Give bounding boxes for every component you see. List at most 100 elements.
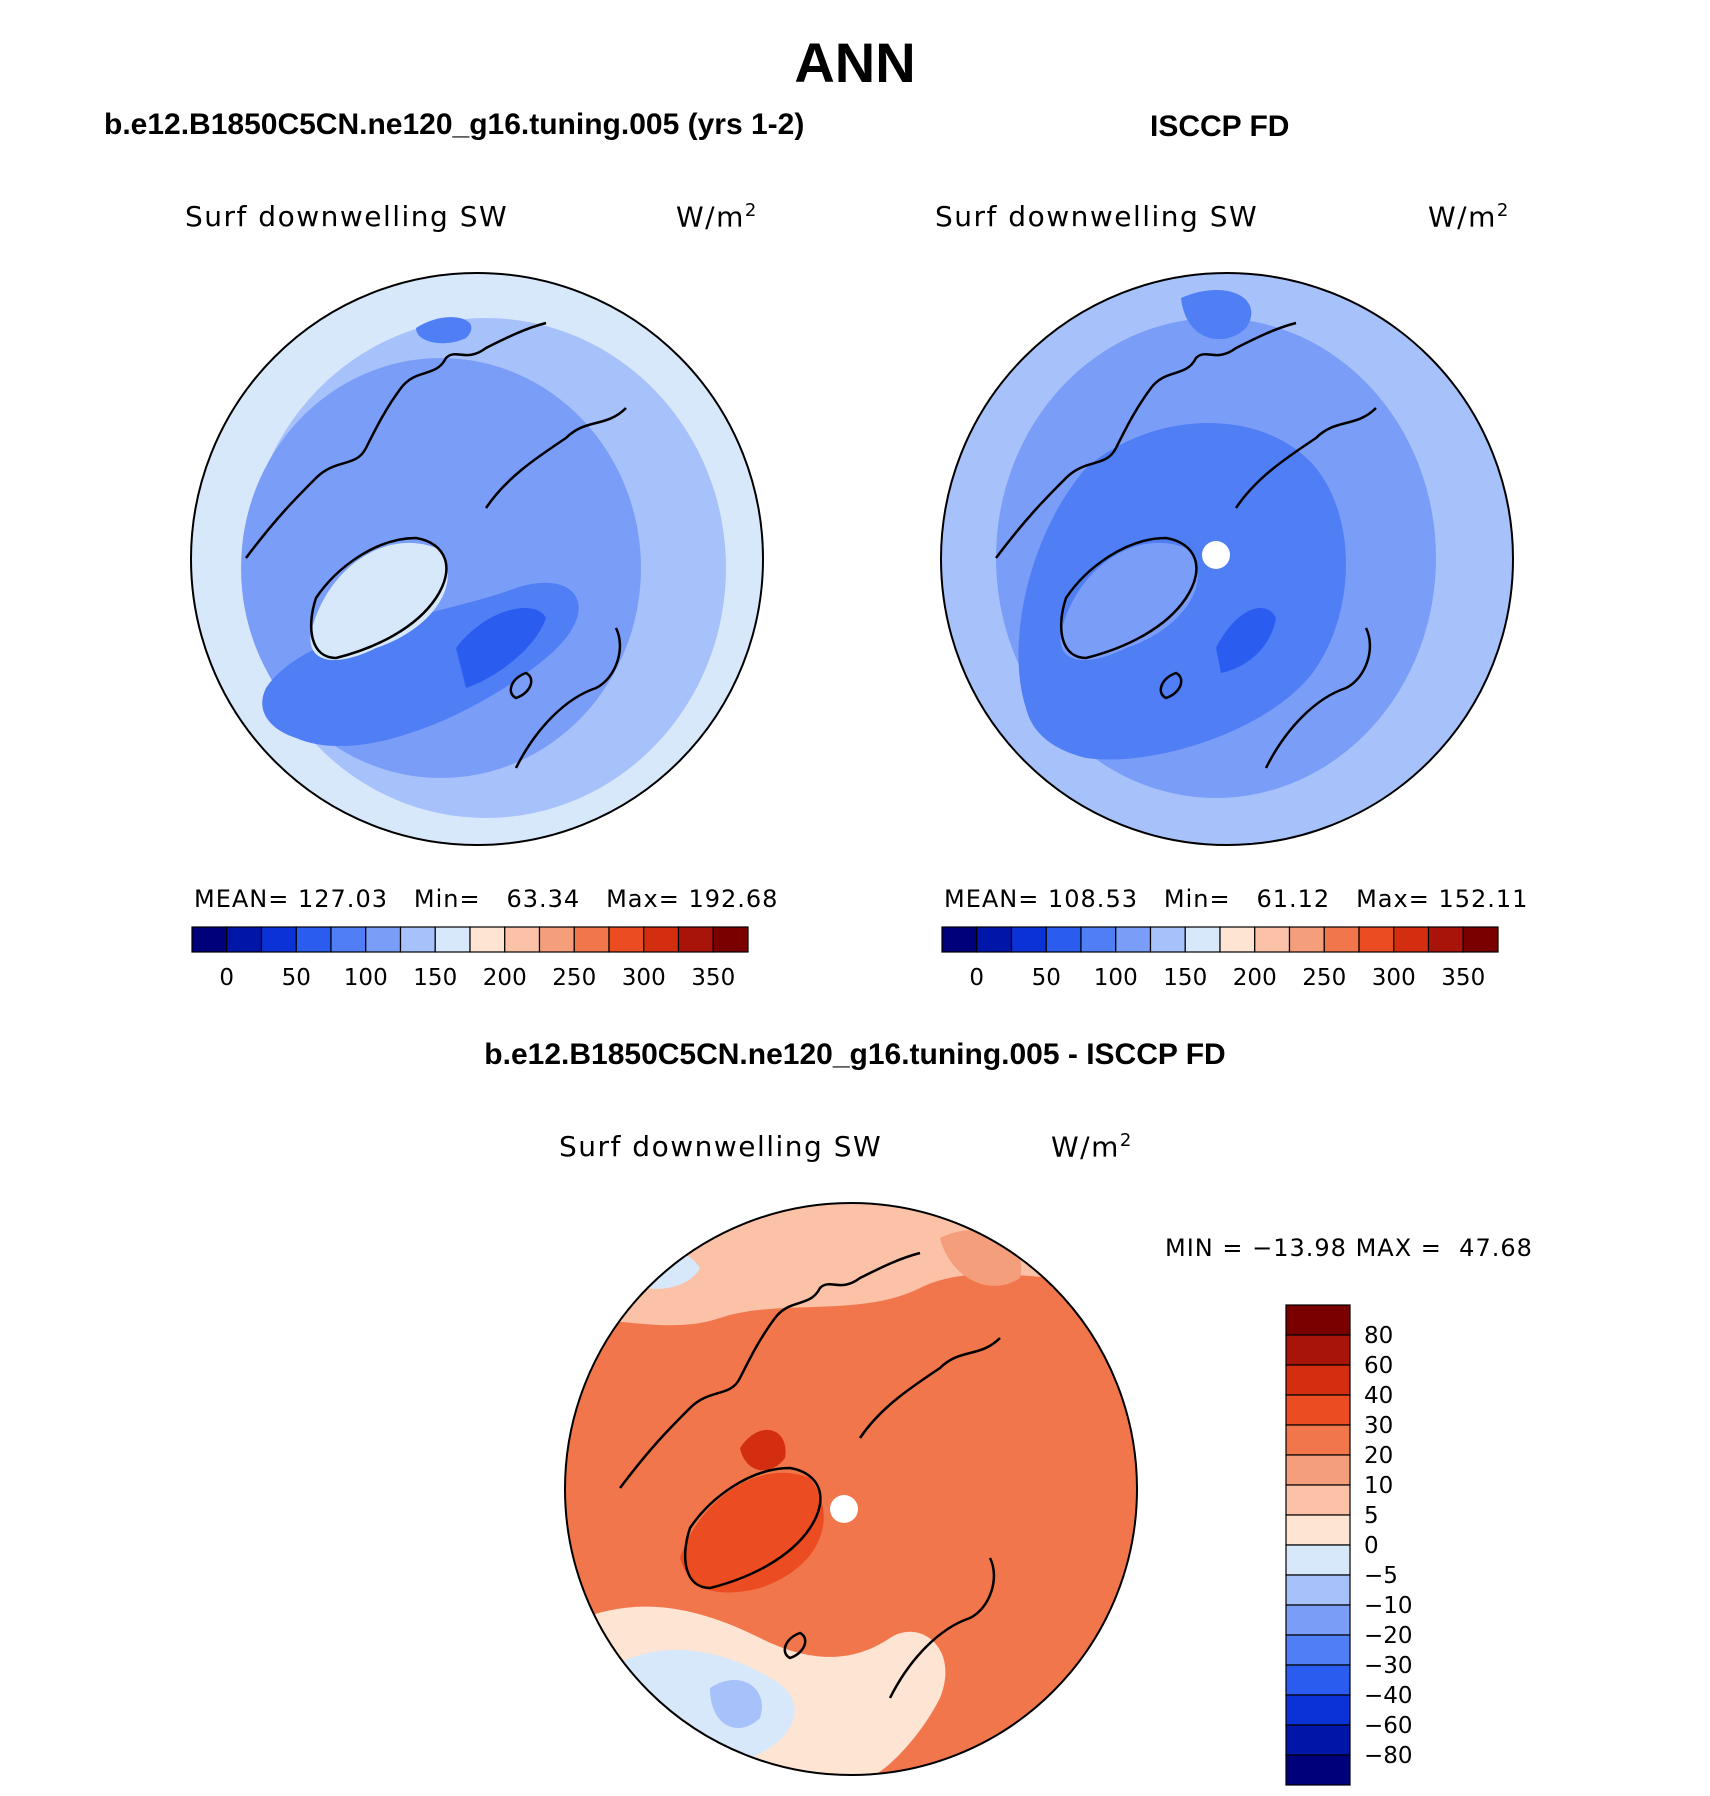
colorbar-tick-label: −10	[1364, 1593, 1413, 1619]
model-colorbar: 0 50 100 150 200 250 300 350	[191, 926, 749, 991]
colorbar-swatch	[434, 926, 471, 953]
colorbar-tick-label: 40	[1364, 1383, 1393, 1409]
model-coastlines	[245, 321, 627, 769]
colorbar-tick-label: 0	[969, 965, 984, 991]
colorbar-tick-label: 200	[483, 965, 527, 991]
colorbar-swatch	[1285, 1754, 1351, 1786]
colorbar-tick-label: 80	[1364, 1323, 1393, 1349]
colorbar-swatch	[504, 926, 541, 953]
colorbar-swatch	[1254, 926, 1291, 953]
model-units-label: W/m2	[676, 200, 758, 234]
colorbar-swatch	[1358, 926, 1395, 953]
colorbar-tick-label: −5	[1364, 1563, 1398, 1589]
colorbar-tick-label: 100	[1094, 965, 1138, 991]
diff-map-border	[564, 1202, 1138, 1776]
colorbar-swatch	[1285, 1544, 1351, 1576]
colorbar-swatch	[1010, 926, 1047, 953]
colorbar-tick-label: −30	[1364, 1653, 1413, 1679]
colorbar-tick-label: 300	[1372, 965, 1416, 991]
colorbar-swatch	[1115, 926, 1152, 953]
colorbar-swatch	[260, 926, 297, 953]
obs-colorbar: 0 50 100 150 200 250 300 350	[941, 926, 1499, 991]
colorbar-swatch	[1285, 1604, 1351, 1636]
model-polar-map	[190, 272, 764, 846]
colorbar-swatch	[1080, 926, 1117, 953]
colorbar-swatch	[1285, 1664, 1351, 1696]
colorbar-swatch	[365, 926, 402, 953]
colorbar-swatch	[538, 926, 575, 953]
colorbar-swatch	[677, 926, 714, 953]
obs-field-darkblue	[1216, 608, 1276, 673]
colorbar-tick-label: −20	[1364, 1623, 1413, 1649]
colorbar-swatch	[469, 926, 506, 953]
colorbar-swatch	[1285, 1484, 1351, 1516]
colorbar-swatch	[1285, 1334, 1351, 1366]
model-greenland	[310, 542, 448, 660]
colorbar-tick-label: 30	[1364, 1413, 1393, 1439]
colorbar-tick-label: 150	[413, 965, 457, 991]
model-panel-title: b.e12.B1850C5CN.ne120_g16.tuning.005 (yr…	[104, 108, 805, 141]
obs-field-blue-patch	[1181, 289, 1252, 340]
colorbar-tick-label: 50	[1032, 965, 1061, 991]
colorbar-swatch	[573, 926, 610, 953]
colorbar-tick-label: 50	[282, 965, 311, 991]
colorbar-swatch	[1285, 1694, 1351, 1726]
obs-pole-hole	[1202, 541, 1230, 569]
colorbar-tick-label: 60	[1364, 1353, 1393, 1379]
colorbar-tick-label: −60	[1364, 1713, 1413, 1739]
colorbar-tick-label: 350	[1441, 965, 1485, 991]
colorbar-swatch	[608, 926, 645, 953]
diff-variable-label: Surf downwelling SW	[559, 1130, 883, 1163]
colorbar-swatch	[191, 926, 228, 953]
obs-greenland	[1060, 542, 1198, 660]
diff-colorbar: 80 60 40 30 20 10 5 0 −5 −10 −20 −30 −40 −60 −80	[1285, 1304, 1413, 1786]
obs-units-label: W/m2	[1428, 200, 1510, 234]
colorbar-swatch	[1285, 1514, 1351, 1546]
diff-pole-hole	[830, 1495, 858, 1523]
obs-variable-label: Surf downwelling SW	[935, 200, 1259, 233]
colorbar-swatch	[1323, 926, 1360, 953]
colorbar-tick-label: −80	[1364, 1743, 1413, 1769]
colorbar-swatch	[1285, 1304, 1351, 1336]
obs-panel-title: ISCCP FD	[1150, 110, 1290, 143]
colorbar-swatch	[1285, 1394, 1351, 1426]
diff-polar-map	[564, 1202, 1138, 1776]
model-map-border	[190, 272, 764, 846]
colorbar-swatch	[976, 926, 1013, 953]
colorbar-swatch	[1285, 1454, 1351, 1486]
model-stats: MEAN= 127.03 Min= 63.34 Max= 192.68	[194, 885, 779, 913]
colorbar-tick-label: 250	[1302, 965, 1346, 991]
colorbar-swatch	[941, 926, 978, 953]
colorbar-swatch	[1427, 926, 1464, 953]
obs-coastlines	[995, 321, 1377, 769]
colorbar-swatch	[1149, 926, 1186, 953]
colorbar-tick-label: 20	[1364, 1443, 1393, 1469]
colorbar-swatch	[1184, 926, 1221, 953]
colorbar-tick-label: 150	[1163, 965, 1207, 991]
colorbar-tick-label: 5	[1364, 1503, 1379, 1529]
colorbar-swatch	[1045, 926, 1082, 953]
obs-map-border	[940, 272, 1514, 846]
diff-field-blue	[710, 1679, 762, 1728]
diff-panel-title: b.e12.B1850C5CN.ne120_g16.tuning.005 - I…	[484, 1038, 1226, 1071]
colorbar-tick-label: 250	[552, 965, 596, 991]
colorbar-swatch	[1288, 926, 1325, 953]
colorbar-swatch	[1285, 1364, 1351, 1396]
colorbar-tick-label: 200	[1233, 965, 1277, 991]
obs-stats: MEAN= 108.53 Min= 61.12 Max= 152.11	[944, 885, 1529, 913]
model-variable-label: Surf downwelling SW	[185, 200, 509, 233]
colorbar-swatch	[1393, 926, 1430, 953]
colorbar-swatch	[399, 926, 436, 953]
colorbar-tick-label: 10	[1364, 1473, 1393, 1499]
colorbar-tick-label: 350	[691, 965, 735, 991]
diff-units-label: W/m2	[1051, 1130, 1133, 1164]
diff-greenland	[680, 1472, 824, 1593]
colorbar-tick-label: 0	[1364, 1533, 1379, 1559]
model-field-darkblue	[456, 608, 546, 688]
colorbar-swatch	[1285, 1574, 1351, 1606]
colorbar-tick-label: −40	[1364, 1683, 1413, 1709]
diff-field-hot	[740, 1429, 786, 1471]
colorbar-swatch	[1219, 926, 1256, 953]
diff-coastlines	[619, 1251, 1001, 1699]
colorbar-swatch	[295, 926, 332, 953]
